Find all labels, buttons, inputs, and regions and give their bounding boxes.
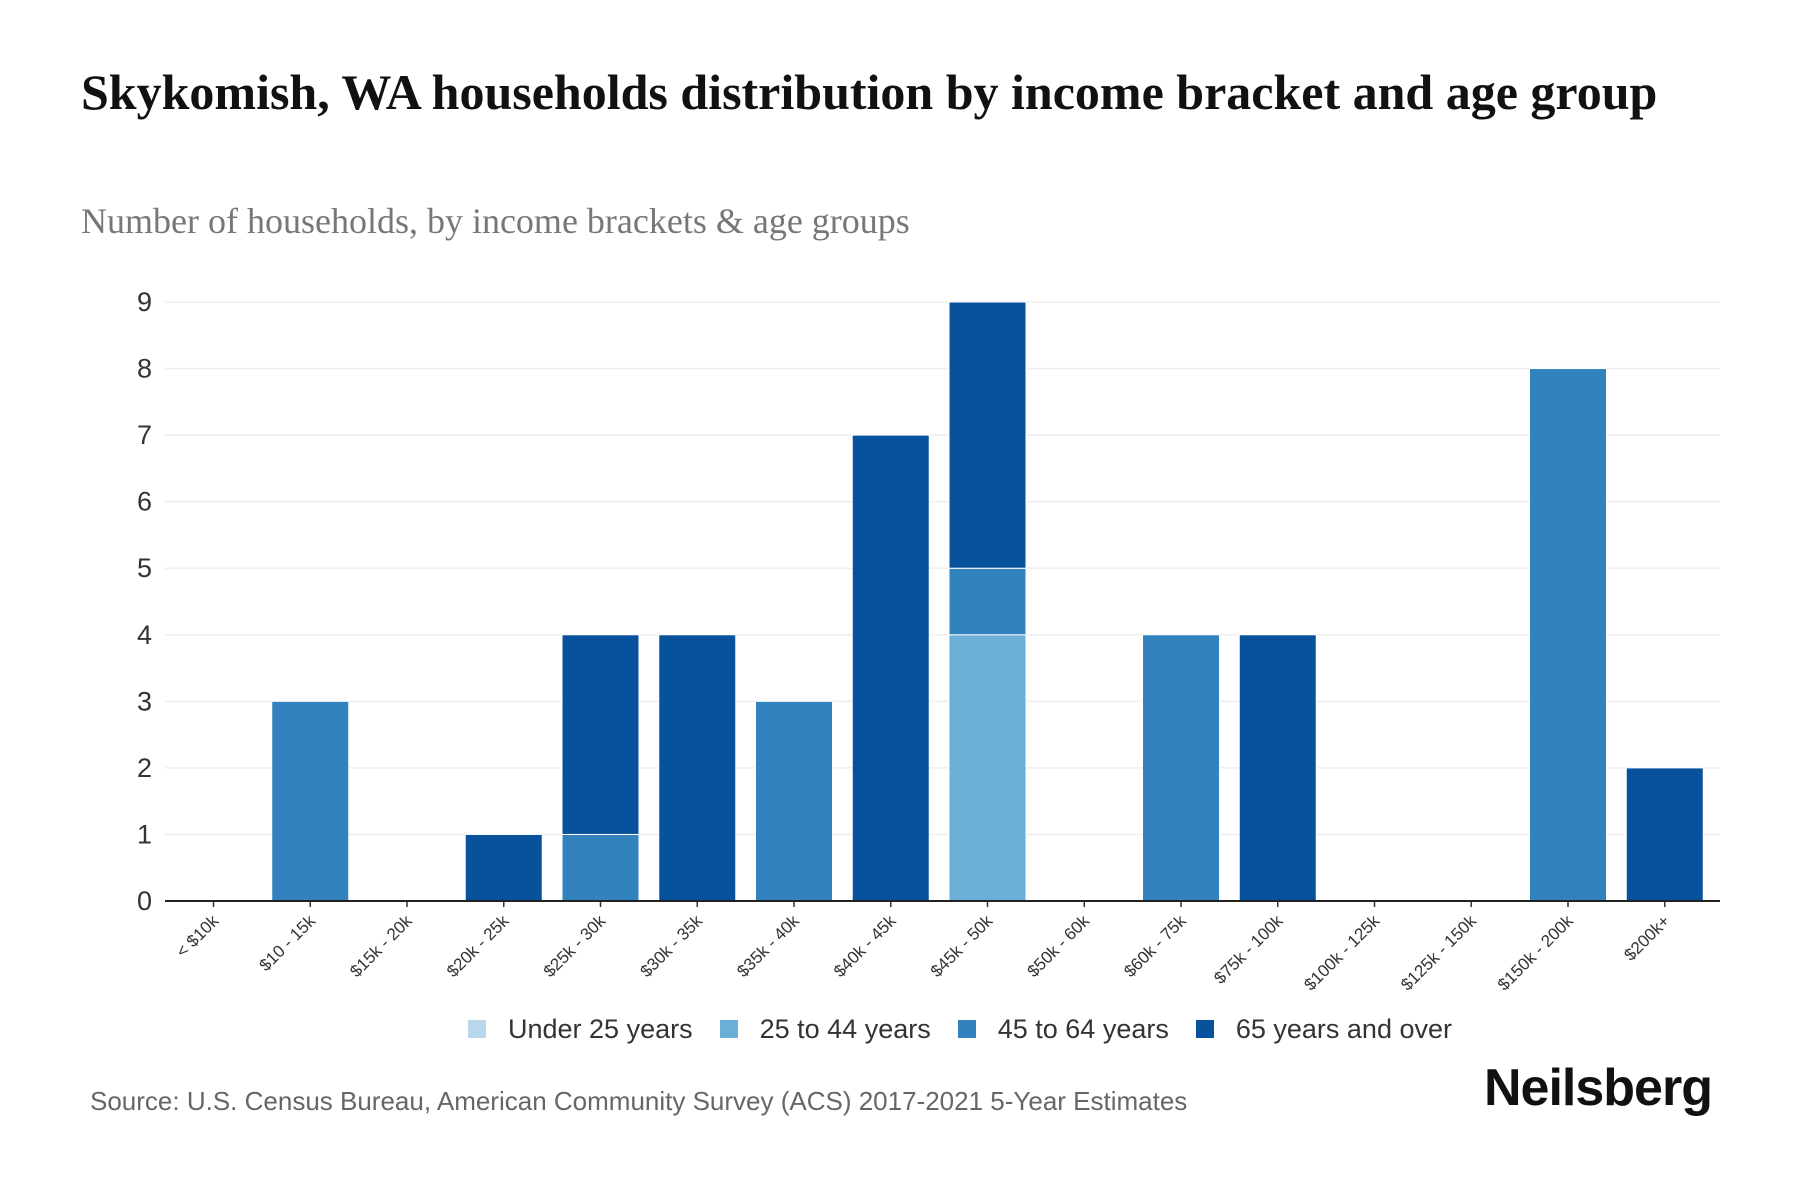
x-tick-label: $125k - 150k [1397,911,1480,994]
x-tick-label: $60k - 75k [1120,911,1190,981]
x-tick-label: $75k - 100k [1210,911,1287,988]
legend-item[interactable]: 65 years and over [1195,1013,1452,1045]
y-tick-label: 5 [137,553,152,583]
bar-segment[interactable] [948,634,1027,902]
bar-segment[interactable] [1238,634,1317,902]
y-tick-label: 7 [137,420,152,450]
x-tick-label: $30k - 35k [637,911,707,981]
chart-title: Skykomish, WA households distribution by… [81,64,1658,120]
legend-swatch-icon [1195,1020,1214,1038]
bar-segment[interactable] [271,700,350,902]
y-tick-label: 4 [137,620,152,650]
bars [271,301,1704,902]
legend-label: 45 to 64 years [997,1013,1169,1044]
y-tick-label: 6 [137,487,152,517]
legend-item[interactable]: Under 25 years [468,1014,693,1045]
y-tick-label: 8 [137,354,152,384]
gridlines [165,301,1720,836]
y-axis: 0 1 2 3 4 5 6 7 8 9 [137,287,152,916]
bar-segment[interactable] [948,567,1027,636]
x-axis: < $10k $10 - 15k $15k - 20k $20k - 25k $25k … [165,900,1720,994]
x-tick-label: $20k - 25k [443,911,513,981]
x-tick-label: $45k - 50k [927,911,997,981]
bar-segment[interactable] [1142,634,1220,902]
legend-label: 25 to 44 years [759,1013,931,1044]
legend-item[interactable]: 45 to 64 years [957,1013,1169,1045]
legend: Under 25 years 25 to 44 years 45 to 64 yea… [468,1012,1479,1046]
bar-segment[interactable] [851,434,930,902]
x-tick-label: < $10k [172,911,222,961]
x-tick-label: $100k - 125k [1300,911,1383,994]
bar-segment[interactable] [561,634,640,835]
x-tick-label: $10 - 15k [256,911,320,975]
brand-logo: Neilsberg [1484,1059,1713,1117]
x-tick-label: $15k - 20k [346,911,416,981]
x-tick-label: $200k+ [1620,911,1673,964]
y-tick-label: 1 [137,819,152,849]
y-tick-label: 3 [137,686,152,716]
legend-label: Under 25 years [508,1013,693,1044]
bar-segment[interactable] [464,833,543,902]
x-tick-label: $40k - 45k [830,911,900,981]
legend-swatch-icon [957,1020,976,1038]
x-tick-label: $25k - 30k [540,911,610,981]
bar-segment[interactable] [948,301,1027,569]
x-tick-label: $150k - 200k [1494,911,1577,994]
bar-segment[interactable] [755,700,833,902]
y-tick-label: 9 [137,287,152,317]
bar-segment[interactable] [1625,767,1704,902]
y-tick-label: 0 [137,886,152,916]
bar-segment[interactable] [561,833,640,902]
legend-swatch-icon [468,1020,486,1038]
chart-subtitle: Number of households, by income brackets… [81,201,910,241]
source-note: Source: U.S. Census Bureau, American Com… [90,1086,1188,1116]
legend-label: 65 years and over [1235,1013,1452,1044]
bar-segment[interactable] [658,634,737,902]
x-tick-label: $50k - 60k [1024,911,1094,981]
bar-segment[interactable] [1529,368,1607,902]
legend-item[interactable]: 25 to 44 years [719,1013,931,1045]
stacked-bar-chart: 0 1 2 3 4 5 6 7 8 9 < $10k $10 - 15k $15k - 20k $20k… [137,287,1720,994]
legend-swatch-icon [719,1020,738,1038]
y-tick-label: 2 [137,753,152,783]
x-tick-label: $35k - 40k [733,911,803,981]
